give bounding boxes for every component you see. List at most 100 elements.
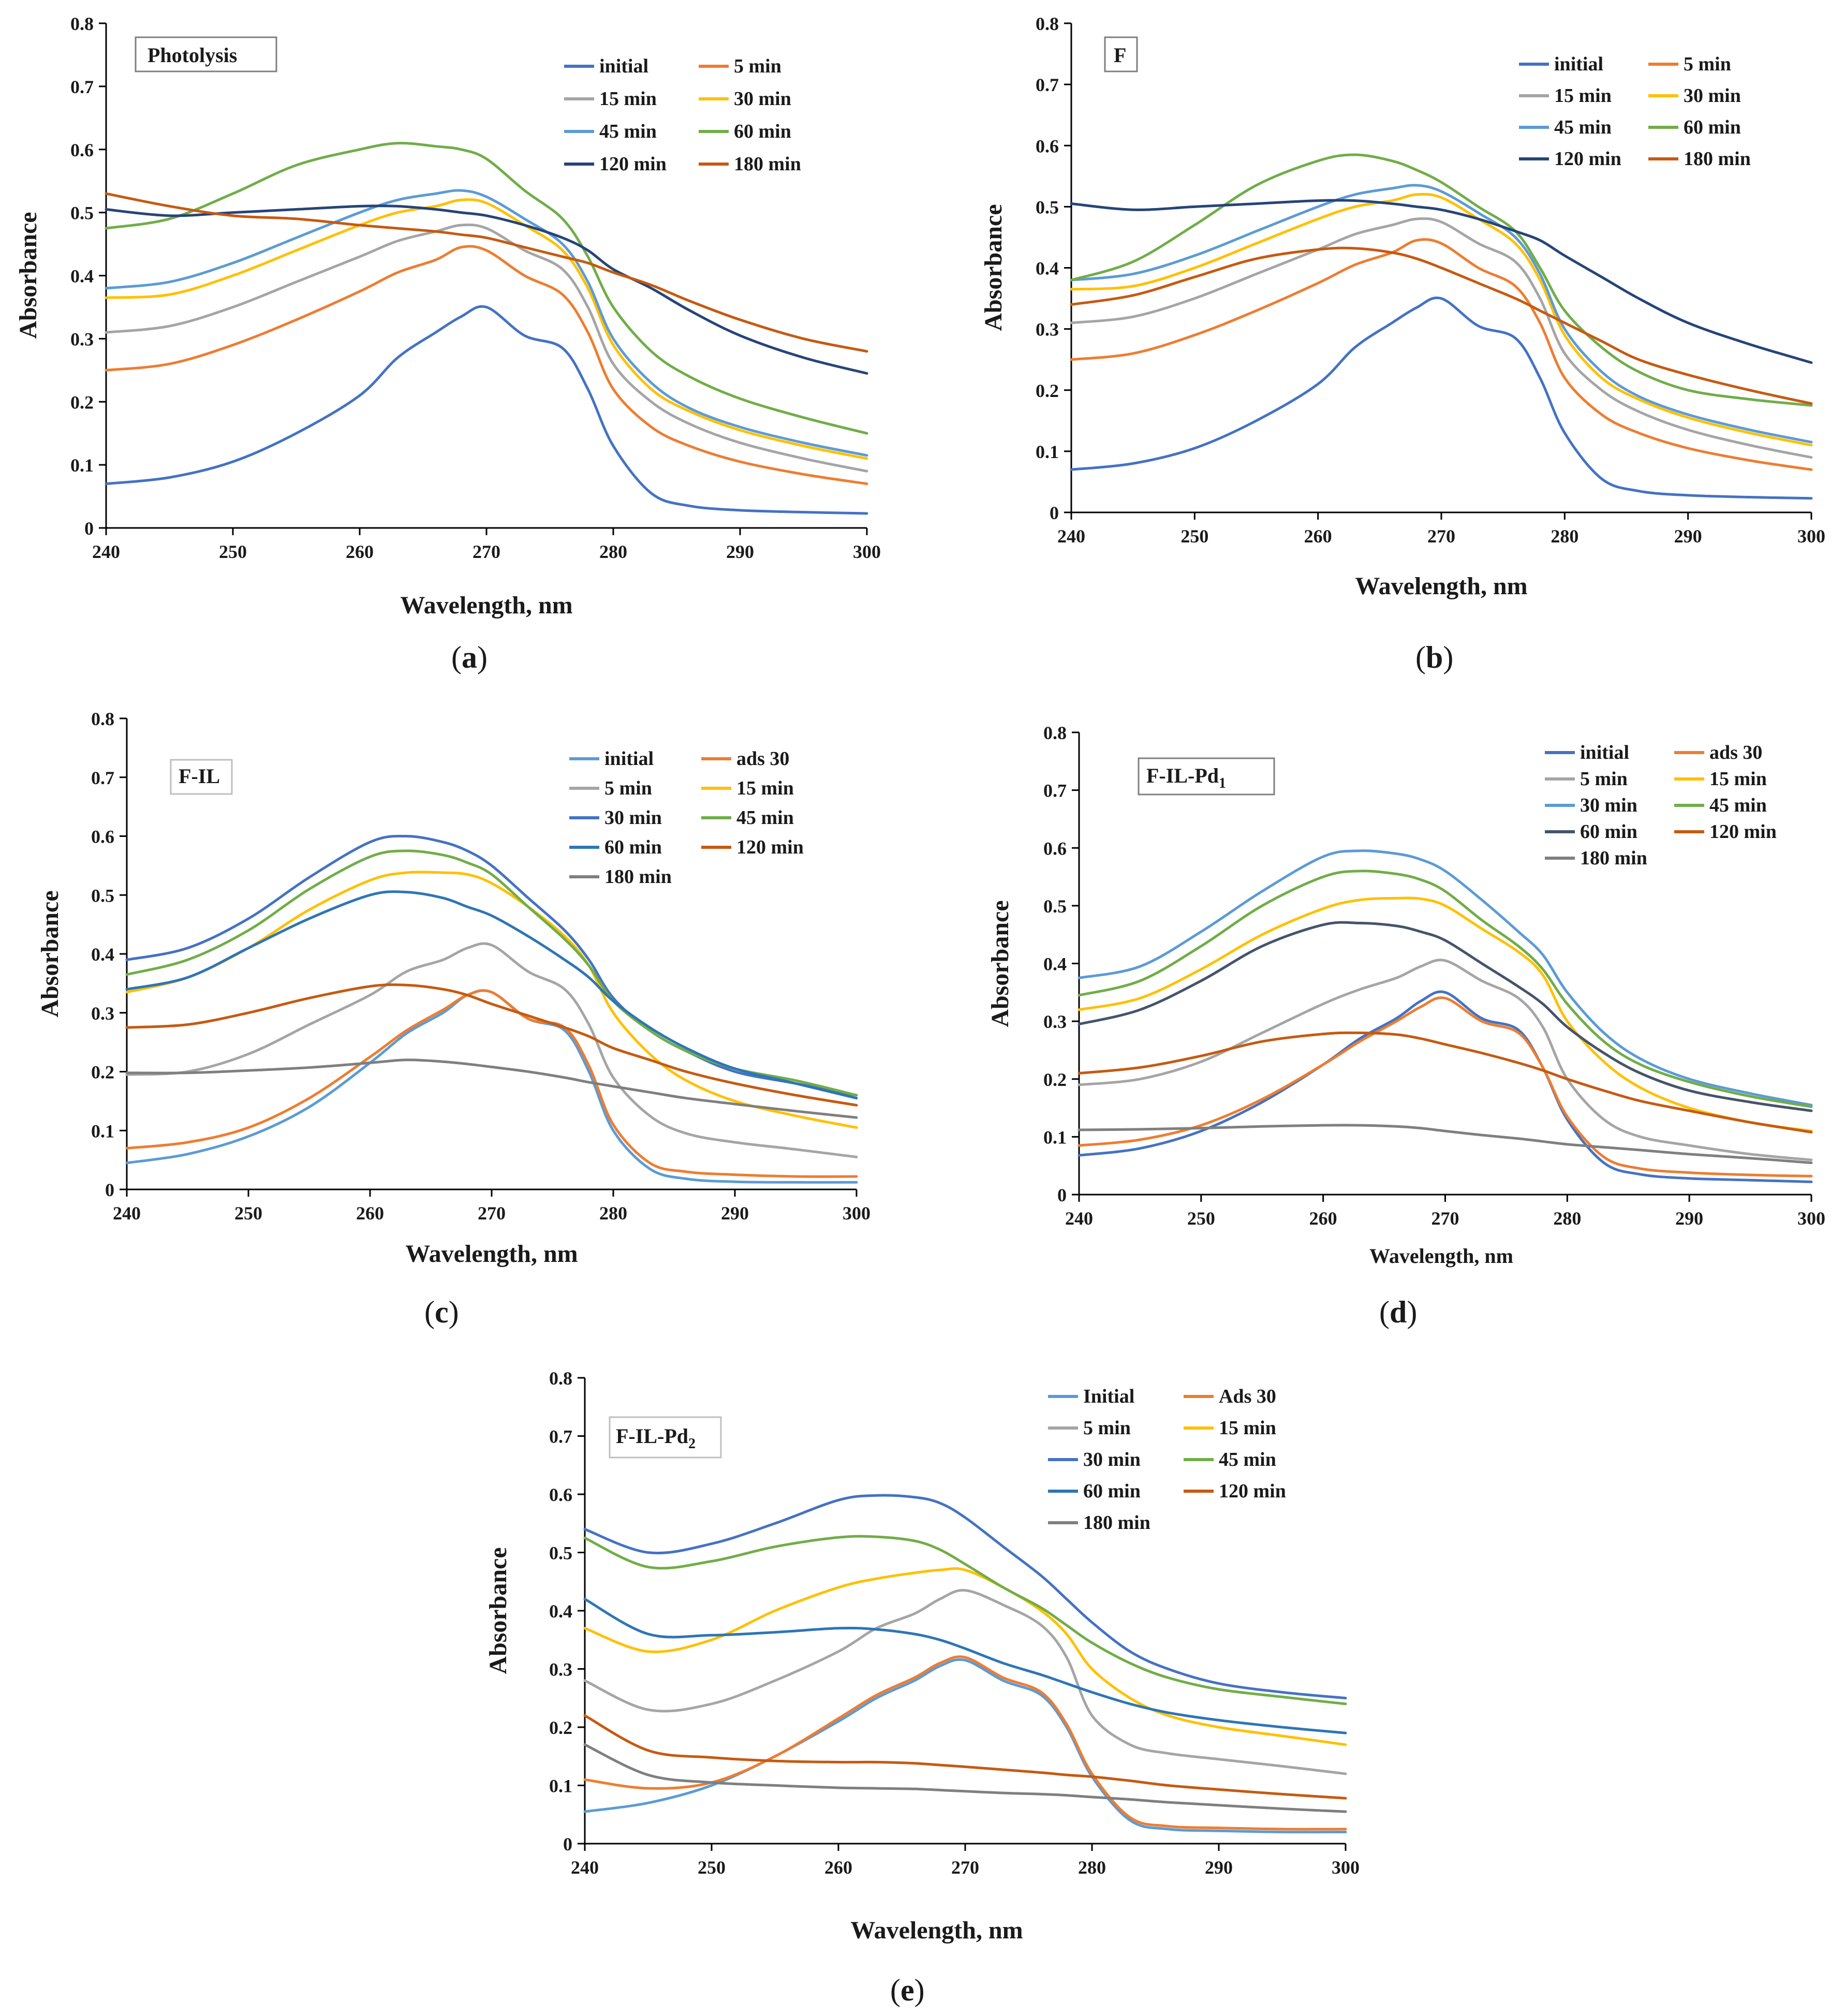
x-tick-label: 240 <box>1057 526 1085 547</box>
x-tick-label: 250 <box>219 541 247 562</box>
series-line-30-min <box>1078 849 1813 1107</box>
series-line-initial <box>1078 990 1813 1183</box>
panel-title-box: F-IL-Pd2 <box>609 1416 722 1459</box>
panel-title-subscript: 1 <box>1219 775 1226 791</box>
y-tick-label: 0 <box>84 518 94 539</box>
plot-area: 0 0.1 0.2 0.3 0.4 0.5 0.6 0.7 0.8 240 250 260 270 280… <box>549 1368 1360 1878</box>
panel-title-main: F-IL-Pd <box>1146 764 1219 787</box>
y-tick-label: 0.1 <box>549 1776 572 1797</box>
panel-caption: (c) <box>424 1295 459 1329</box>
legend-label: 180 min <box>1684 148 1751 170</box>
legend: initial ads 30 5 min 15 min 30 min 45 min 60 m… <box>569 748 804 888</box>
y-tick-label: 0.1 <box>1036 442 1059 462</box>
panel-title-box: F-IL-Pd1 <box>1138 757 1275 796</box>
y-tick-label: 0.3 <box>1036 319 1059 340</box>
legend-label: 180 min <box>1083 1512 1150 1534</box>
legend-label: 45 min <box>1709 794 1767 816</box>
x-axis-title: Wavelength, nm <box>405 1240 578 1268</box>
x-tick-label: 270 <box>478 1203 506 1224</box>
x-tick-label: 260 <box>346 541 374 562</box>
plot-area: 0 0.1 0.2 0.3 0.4 0.5 0.6 0.7 0.8 240 250 260 270 280… <box>1043 723 1825 1229</box>
y-tick-label: 0.6 <box>70 140 94 160</box>
y-tick-label: 0.4 <box>1036 258 1059 279</box>
y-tick-label: 0.7 <box>91 768 114 788</box>
panel-title: F-IL <box>179 764 220 788</box>
y-tick-label: 0.3 <box>1043 1011 1067 1032</box>
x-tick-label: 300 <box>853 541 881 562</box>
legend-item: 5 min <box>569 777 652 799</box>
x-tick-label: 290 <box>726 541 754 562</box>
legend: initial 5 min 15 min 30 min 45 min 60 min 120 … <box>564 55 801 175</box>
legend: Initial Ads 30 5 min 15 min 30 min 45 min 60 m… <box>1048 1386 1286 1534</box>
legend-label: 15 min <box>1219 1417 1276 1439</box>
series-line-180-min <box>1070 246 1813 405</box>
y-tick-label: 0.3 <box>91 1003 114 1024</box>
x-tick-label: 300 <box>1797 526 1825 547</box>
y-axis-title: Absorbance <box>986 900 1014 1027</box>
legend-item: initial <box>1545 742 1629 763</box>
legend-label: 180 min <box>1580 847 1647 869</box>
y-tick-label: 0 <box>105 1180 114 1200</box>
x-tick-label: 250 <box>1187 1208 1215 1229</box>
legend-item: 180 min <box>1048 1512 1150 1534</box>
series-line-30-min <box>105 198 868 460</box>
series-line-180-min <box>1078 1124 1813 1165</box>
legend-item: 180 min <box>569 866 672 888</box>
y-tick-label: 0 <box>1050 503 1059 523</box>
legend-item: 5 min <box>1545 768 1628 790</box>
x-tick-label: 250 <box>698 1857 726 1878</box>
legend-label: 45 min <box>599 121 657 142</box>
series-line-180-min <box>125 1058 858 1119</box>
legend-label: 60 min <box>734 121 791 142</box>
legend-item: 45 min <box>701 807 794 829</box>
legend-item: 60 min <box>569 836 662 858</box>
x-tick-label: 290 <box>1675 1208 1703 1229</box>
y-tick-label: 0.8 <box>1036 13 1059 34</box>
series-line-60-min <box>583 1598 1347 1734</box>
y-tick-label: 0.8 <box>549 1368 572 1389</box>
y-tick-label: 0.2 <box>70 392 94 413</box>
legend-label: 60 min <box>1580 821 1637 843</box>
y-axis-title: Absorbance <box>980 204 1007 331</box>
y-axis-title: Absorbance <box>14 212 42 339</box>
panel-caption: (e) <box>890 1973 925 2007</box>
legend-item: 30 min <box>699 88 791 110</box>
legend-item: 45 min <box>1184 1449 1276 1470</box>
x-axis-title: Wavelength, nm <box>850 1917 1023 1944</box>
legend-item: 15 min <box>1674 768 1767 790</box>
series-line-180-min <box>583 1743 1347 1813</box>
y-tick-label: 0.6 <box>1036 136 1059 156</box>
series-line-45-min <box>1070 184 1813 444</box>
legend-label: 30 min <box>604 807 662 829</box>
plot-area: 0 0.1 0.2 0.3 0.4 0.5 0.6 0.7 0.8 240 250 260 270 280… <box>70 13 881 562</box>
legend-label: initial <box>1554 53 1603 75</box>
y-tick-label: 0.5 <box>1036 197 1059 217</box>
legend-item: 120 min <box>1674 821 1777 843</box>
legend-item: 180 min <box>1648 148 1751 170</box>
series-line-45-min <box>583 1535 1347 1705</box>
series-line-60-min <box>125 890 858 1100</box>
panel-caption: (b) <box>1415 640 1453 674</box>
x-tick-label: 280 <box>1551 526 1578 547</box>
panel-d: 0 0.1 0.2 0.3 0.4 0.5 0.6 0.7 0.8 240 250 260 270 280… <box>986 723 1825 1329</box>
legend-label: 30 min <box>734 88 791 110</box>
series-line-5-min <box>125 942 858 1158</box>
y-tick-label: 0.3 <box>549 1659 572 1680</box>
panel-title-main: F-IL-Pd <box>616 1424 688 1448</box>
series-line-45-min <box>1078 870 1813 1108</box>
legend-label: Initial <box>1083 1386 1134 1407</box>
legend-label: 15 min <box>599 88 657 110</box>
y-tick-label: 0.4 <box>549 1601 572 1622</box>
legend-item: 15 min <box>564 88 657 110</box>
legend: initial ads 30 5 min 15 min 30 min 45 min 60 m… <box>1545 742 1777 869</box>
series-line-120-min <box>583 1714 1347 1800</box>
legend: initial 5 min 15 min 30 min 45 min 60 min 120 … <box>1519 53 1751 170</box>
legend-label: 120 min <box>1554 148 1621 170</box>
x-tick-label: 300 <box>1797 1208 1825 1229</box>
legend-label: initial <box>604 748 654 770</box>
legend-item: 30 min <box>1648 85 1741 107</box>
panel-title-box: Photolysis <box>135 36 277 72</box>
series-line-120-min <box>105 204 868 375</box>
x-tick-label: 250 <box>1180 526 1208 547</box>
y-tick-label: 0.4 <box>91 944 114 965</box>
